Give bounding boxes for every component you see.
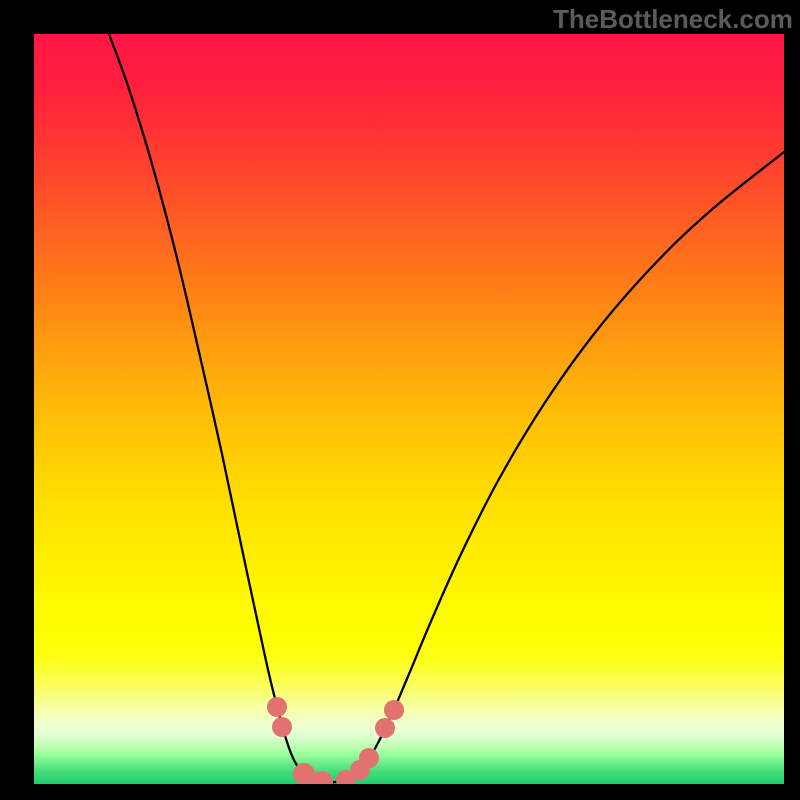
bottleneck-curve — [109, 34, 784, 782]
marker-dot — [267, 697, 287, 717]
chart-svg — [34, 34, 784, 784]
marker-dot — [375, 718, 395, 738]
marker-dot — [384, 700, 404, 720]
plot-area — [34, 34, 784, 784]
watermark-text: TheBottleneck.com — [553, 4, 793, 35]
marker-dot — [272, 717, 292, 737]
marker-dot — [359, 748, 379, 768]
